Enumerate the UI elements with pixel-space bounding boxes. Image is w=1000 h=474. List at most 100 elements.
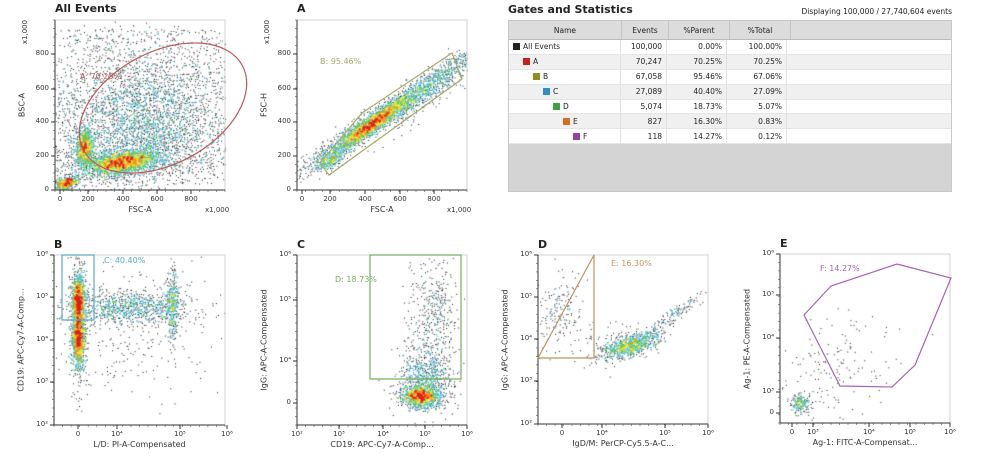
x-tick-label: 200 <box>323 195 337 203</box>
y-axis-label: IgG: APC-A-Compensated <box>259 289 269 391</box>
x-tick-label: 10⁴ <box>863 428 875 436</box>
x-axis-label: FSC-A <box>370 205 394 214</box>
table-row[interactable]: D 5,074 18.73% 5.07% <box>509 99 951 115</box>
parent-pct-cell: 18.73% <box>667 99 727 114</box>
table-row[interactable]: E 827 16.30% 0.83% <box>509 114 951 130</box>
gate-polygon <box>536 254 595 359</box>
x-tick-label: 10⁵ <box>174 430 186 438</box>
total-pct-cell: 100.00% <box>727 40 787 54</box>
events-cell: 827 <box>621 114 667 129</box>
x-tick-label: 10⁵ <box>659 429 671 437</box>
table-row[interactable]: A 70,247 70.25% 70.25% <box>509 54 951 70</box>
total-pct-cell: 70.25% <box>727 54 787 69</box>
parent-pct-cell: 40.40% <box>667 84 727 99</box>
x-tick-label: 10⁵ <box>419 430 431 438</box>
total-pct-cell: 0.83% <box>727 114 787 129</box>
blank-cell <box>787 114 951 128</box>
y-tick-label: 10⁵ <box>520 292 532 300</box>
gate-label: E: 16.30% <box>611 259 652 268</box>
y-axis-label: FSC-H <box>259 92 269 118</box>
y-tick-label: 400 <box>35 117 49 125</box>
table-row[interactable]: F 118 14.27% 0.12% <box>509 129 951 145</box>
x-tick-label: 10⁵ <box>904 428 916 436</box>
parent-pct-cell: 16.30% <box>667 114 727 129</box>
y-axis-label: IgG: APC-A-Compensated <box>500 288 510 391</box>
y-tick-label: 800 <box>35 49 49 57</box>
gate-label: D: 18.73% <box>335 275 377 284</box>
total-pct-cell: 5.07% <box>727 99 787 114</box>
x-tick-label: 800 <box>184 195 198 203</box>
x-tick-label: 10³ <box>807 428 819 436</box>
blank-cell <box>787 100 951 114</box>
gate-polygon <box>803 263 952 388</box>
total-pct-cell: 0.12% <box>727 129 787 144</box>
x-tick-label: 10⁶ <box>461 430 473 438</box>
gate-color-swatch <box>513 43 520 51</box>
col-header-total[interactable]: %Total <box>730 21 791 39</box>
table-row[interactable]: B 67,058 95.46% 67.06% <box>509 69 951 85</box>
x-tick-label: 200 <box>81 195 95 203</box>
y-tick-label: 400 <box>277 117 291 125</box>
gate-color-swatch <box>533 73 540 81</box>
gate-label: A: 70.25% <box>80 72 122 81</box>
table-row[interactable]: C 27,089 40.40% 27.09% <box>509 84 951 100</box>
gate-name: B <box>543 72 549 82</box>
x-tick-label: 10⁴ <box>596 429 608 437</box>
y-tick-label: 200 <box>35 151 49 159</box>
blank-cell <box>787 129 951 143</box>
gate-name: F <box>583 131 588 141</box>
y-tick-label: 10⁶ <box>520 250 532 258</box>
x-tick-label: 0 <box>57 195 63 203</box>
events-cell: 27,089 <box>621 84 667 99</box>
x-tick-label: 10⁶ <box>221 430 233 438</box>
gate-name-cell: E <box>509 114 621 129</box>
gate-name-cell: D <box>509 99 621 114</box>
events-cell: 70,247 <box>621 54 667 69</box>
blank-cell <box>787 85 951 99</box>
col-header-parent[interactable]: %Parent <box>669 21 730 39</box>
gate-name-cell: B <box>509 69 621 84</box>
gate-name: A <box>533 57 539 67</box>
total-pct-cell: 67.06% <box>727 69 787 84</box>
stats-title: Gates and Statistics <box>508 3 633 16</box>
table-row[interactable]: All Events 100,000 0.00% 100.00% <box>509 40 951 55</box>
x-axis-label: Ag-1: FITC-A-Compensat... <box>812 438 918 447</box>
blank-cell <box>787 40 951 54</box>
x-tick-label: 10⁴ <box>377 430 389 438</box>
gate-label: C: 40.40% <box>104 256 146 265</box>
gate-ellipse <box>78 42 248 174</box>
col-header-name[interactable]: Name <box>509 21 622 39</box>
y-tick-label: 0 <box>44 185 49 193</box>
x-tick-label: 10⁶ <box>702 429 714 437</box>
x-tick-label: 10² <box>291 430 303 438</box>
gate-label: F: 14.27% <box>820 264 860 273</box>
y-tick-label: 10⁵ <box>762 290 774 298</box>
plot-title: A <box>297 2 306 15</box>
y-tick-label: 10³ <box>520 376 532 384</box>
y-tick-label: 10⁵ <box>279 295 291 303</box>
plot-frame <box>779 253 951 424</box>
y-tick-label: 0 <box>286 398 291 406</box>
col-header-events[interactable]: Events <box>622 21 669 39</box>
x-tick-label: 10⁴ <box>111 430 123 438</box>
total-pct-cell: 27.09% <box>727 84 787 99</box>
y-tick-label: 800 <box>277 49 291 57</box>
x-tick-label: 0 <box>789 428 795 436</box>
x-multiplier-label: x1,000 <box>447 206 472 214</box>
y-tick-label: 10⁴ <box>36 335 48 343</box>
gate-polygon <box>369 254 462 380</box>
gate-color-swatch <box>563 117 570 125</box>
y-tick-label: 10⁶ <box>762 249 774 257</box>
parent-pct-cell: 14.27% <box>667 129 727 144</box>
y-tick-label: 10⁶ <box>36 250 48 258</box>
y-tick-label: 10⁴ <box>762 333 774 341</box>
x-tick-label: 0 <box>559 429 565 437</box>
parent-pct-cell: 70.25% <box>667 54 727 69</box>
y-tick-label: 10³ <box>36 377 48 385</box>
x-axis-label: CD19: APC-Cy7-A-Comp... <box>330 440 434 449</box>
plot-title: All Events <box>55 2 117 15</box>
events-display-count: Displaying 100,000 / 27,740,604 events <box>801 7 952 16</box>
gate-label: B: 95.46% <box>320 57 362 66</box>
gate-name-cell: C <box>509 84 621 99</box>
